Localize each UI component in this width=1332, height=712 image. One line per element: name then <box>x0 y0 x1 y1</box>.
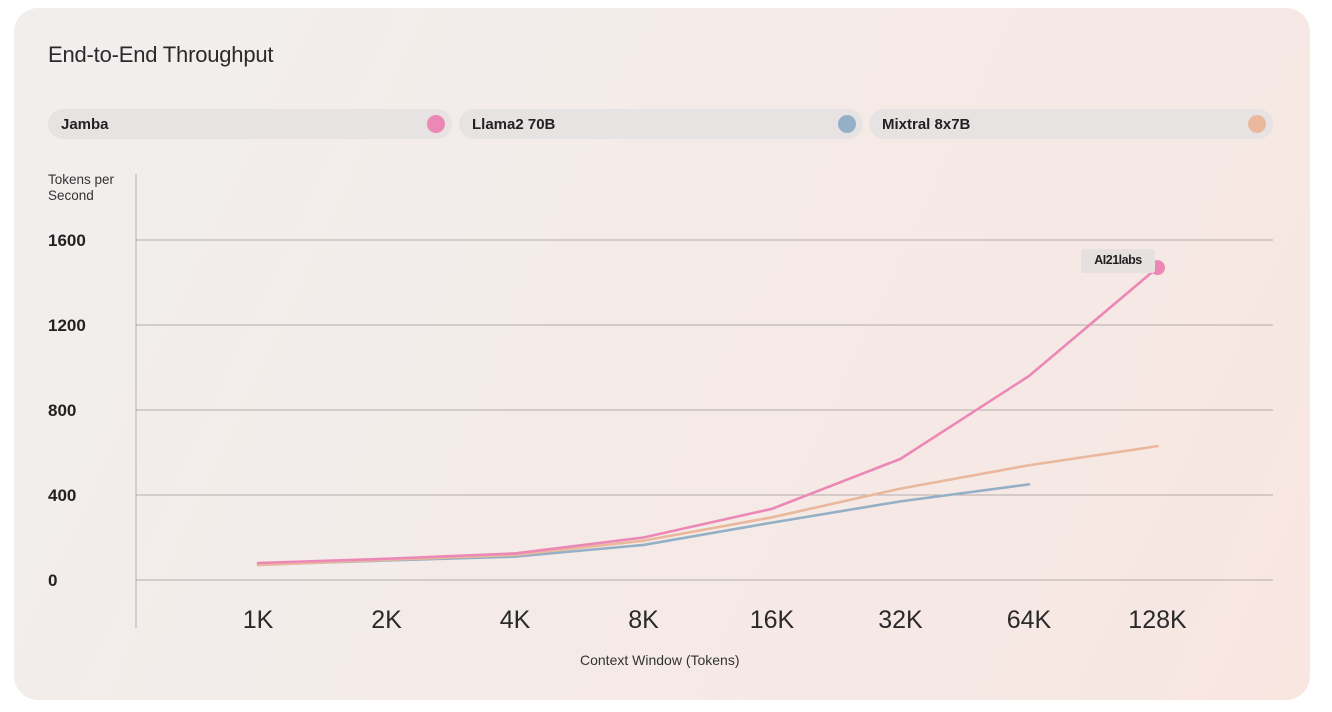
legend-dot-icon <box>427 115 445 133</box>
x-tick-label: 4K <box>500 606 531 634</box>
chart-title: End-to-End Throughput <box>48 42 274 67</box>
y-tick-label: 1200 <box>48 316 86 335</box>
y-tick-label: 400 <box>48 486 76 505</box>
legend-dot-icon <box>1248 115 1266 133</box>
series-line <box>256 444 1159 567</box>
x-tick-label: 64K <box>1007 606 1052 634</box>
legend-label: Jamba <box>61 116 109 133</box>
legend-label: Mixtral 8x7B <box>882 116 971 133</box>
series-line <box>256 266 1159 565</box>
series-line <box>256 483 1031 567</box>
y-tick-label: 0 <box>48 571 57 590</box>
legend-label: Llama2 70B <box>472 116 556 133</box>
y-tick-label: 800 <box>48 401 76 420</box>
annotation-label: AI21labs <box>1094 253 1142 267</box>
x-tick-label: 8K <box>628 606 659 634</box>
y-axis-label: Tokens per Second <box>48 172 115 203</box>
x-axis-label: Context Window (Tokens) <box>580 652 740 668</box>
x-tick-label: 32K <box>878 606 923 634</box>
x-tick-label: 2K <box>371 606 402 634</box>
y-tick-label: 1600 <box>48 231 86 250</box>
legend-item-jamba[interactable]: Jamba <box>48 109 452 139</box>
legend-item-llama2-70b[interactable]: Llama2 70B <box>459 109 863 139</box>
legend-item-mixtral-8x7b[interactable]: Mixtral 8x7B <box>869 109 1273 139</box>
annotation-box <box>1081 249 1155 273</box>
x-tick-label: 16K <box>750 606 795 634</box>
x-tick-label: 128K <box>1128 606 1187 634</box>
x-tick-label: 1K <box>243 606 274 634</box>
legend-dot-icon <box>838 115 856 133</box>
